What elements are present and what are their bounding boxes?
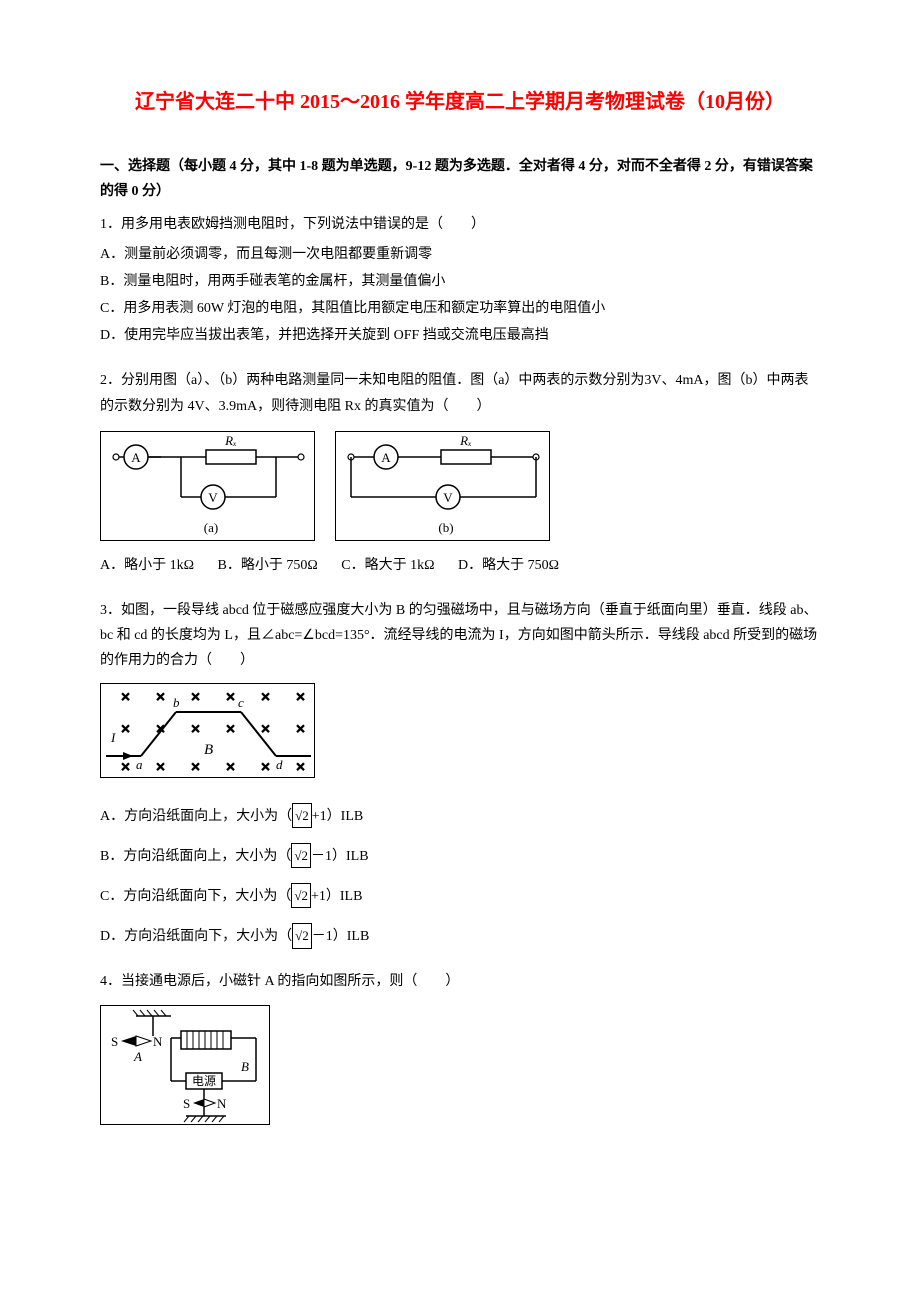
svg-text:×: × (121, 689, 130, 706)
q3-option-b: B．方向沿纸面向上，大小为（√2－1）ILB (100, 843, 820, 869)
q2-text: 2．分别用图（a）、（b）两种电路测量同一未知电阻的阻值．图（a）中两表的示数分… (100, 368, 820, 418)
svg-text:×: × (261, 721, 270, 738)
question-4: 4．当接通电源后，小磁针 A 的指向如图所示，则（ ） S N A (100, 969, 820, 1134)
q1-option-c: C．用多用表测 60W 灯泡的电阻，其阻值比用额定电压和额定功率算出的电阻值小 (100, 296, 820, 321)
point-d: d (276, 757, 283, 772)
circuit-diagram-b: A Rₓ V (b) (335, 431, 550, 541)
q1-option-d: D．使用完毕应当拔出表笔，并把选择开关旋到 OFF 挡或交流电压最高挡 (100, 323, 820, 348)
voltmeter-label: V (208, 490, 218, 505)
ammeter-label-b: A (381, 450, 391, 465)
sqrt-icon: √2 (291, 843, 311, 868)
point-c: c (238, 695, 244, 710)
svg-text:×: × (226, 759, 235, 776)
question-2: 2．分别用图（a）、（b）两种电路测量同一未知电阻的阻值．图（a）中两表的示数分… (100, 368, 820, 578)
svg-text:×: × (226, 721, 235, 738)
svg-text:×: × (296, 759, 305, 776)
exam-title: 辽宁省大连二十中 2015～2016 学年度高二上学期月考物理试卷（10月份） (100, 80, 820, 124)
q3-option-d: D．方向沿纸面向下，大小为（√2－1）ILB (100, 923, 820, 949)
svg-text:×: × (191, 721, 200, 738)
svg-text:×: × (226, 689, 235, 706)
voltmeter-label-b: V (443, 490, 453, 505)
question-1: 1．用多用电表欧姆挡测电阻时，下列说法中错误的是（ ） A．测量前必须调零，而且… (100, 212, 820, 348)
svg-text:×: × (156, 689, 165, 706)
q3-option-a: A．方向沿纸面向上，大小为（√2+1）ILB (100, 803, 820, 829)
diagram-label-b: (b) (438, 520, 453, 535)
q2-options: A．略小于 1kΩ B．略小于 750Ω C．略大于 1kΩ D．略大于 750… (100, 553, 820, 578)
q2-option-c: C．略大于 1kΩ (341, 558, 434, 573)
svg-text:×: × (261, 759, 270, 776)
sqrt-icon: √2 (291, 883, 311, 908)
sqrt-icon: √2 (292, 923, 312, 948)
svg-text:×: × (296, 689, 305, 706)
question-3: 3．如图，一段导线 abcd 位于磁感应强度大小为 B 的匀强磁场中，且与磁场方… (100, 598, 820, 950)
svg-text:×: × (121, 721, 130, 738)
circuit-diagram-a: A Rₓ V (a) (100, 431, 315, 541)
compass-a-label: A (133, 1049, 142, 1064)
q2-option-a: A．略小于 1kΩ (100, 558, 194, 573)
q2-diagram-row: A Rₓ V (a) A (100, 425, 820, 547)
q1-option-b: B．测量电阻时，用两手碰表笔的金属杆，其测量值偏小 (100, 269, 820, 294)
rx-label: Rₓ (224, 433, 237, 448)
svg-text:×: × (121, 759, 130, 776)
rx-label-b: Rₓ (459, 433, 472, 448)
compass-circuit-diagram: S N A 电源 B S (100, 1005, 270, 1125)
q4-text: 4．当接通电源后，小磁针 A 的指向如图所示，则（ ） (100, 969, 820, 994)
svg-text:×: × (296, 721, 305, 738)
diagram-label-a: (a) (204, 520, 218, 535)
svg-text:×: × (261, 689, 270, 706)
s-label-b: S (183, 1096, 190, 1111)
svg-text:×: × (156, 759, 165, 776)
n-label-b: N (217, 1096, 227, 1111)
current-label: I (110, 730, 116, 745)
q2-option-d: D．略大于 750Ω (458, 558, 559, 573)
field-b-label: B (204, 742, 213, 758)
svg-text:×: × (191, 759, 200, 776)
magnetic-field-diagram: × × × × × × × × × × × × × × × × × × (100, 683, 315, 778)
q1-text: 1．用多用电表欧姆挡测电阻时，下列说法中错误的是（ ） (100, 212, 820, 237)
sqrt-icon: √2 (292, 803, 312, 828)
section-header: 一、选择题（每小题 4 分，其中 1-8 题为单选题，9-12 题为多选题．全对… (100, 154, 820, 204)
n-label-a: N (153, 1034, 163, 1049)
point-a: a (136, 757, 143, 772)
q3-option-c: C．方向沿纸面向下，大小为（√2+1）ILB (100, 883, 820, 909)
q1-option-a: A．测量前必须调零，而且每测一次电阻都要重新调零 (100, 242, 820, 267)
s-label-a: S (111, 1034, 118, 1049)
q3-text: 3．如图，一段导线 abcd 位于磁感应强度大小为 B 的匀强磁场中，且与磁场方… (100, 598, 820, 674)
svg-text:×: × (191, 689, 200, 706)
power-label: 电源 (192, 1074, 216, 1088)
q2-option-b: B．略小于 750Ω (218, 558, 318, 573)
point-b: b (173, 695, 180, 710)
compass-b-label: B (241, 1059, 249, 1074)
ammeter-label: A (131, 450, 141, 465)
